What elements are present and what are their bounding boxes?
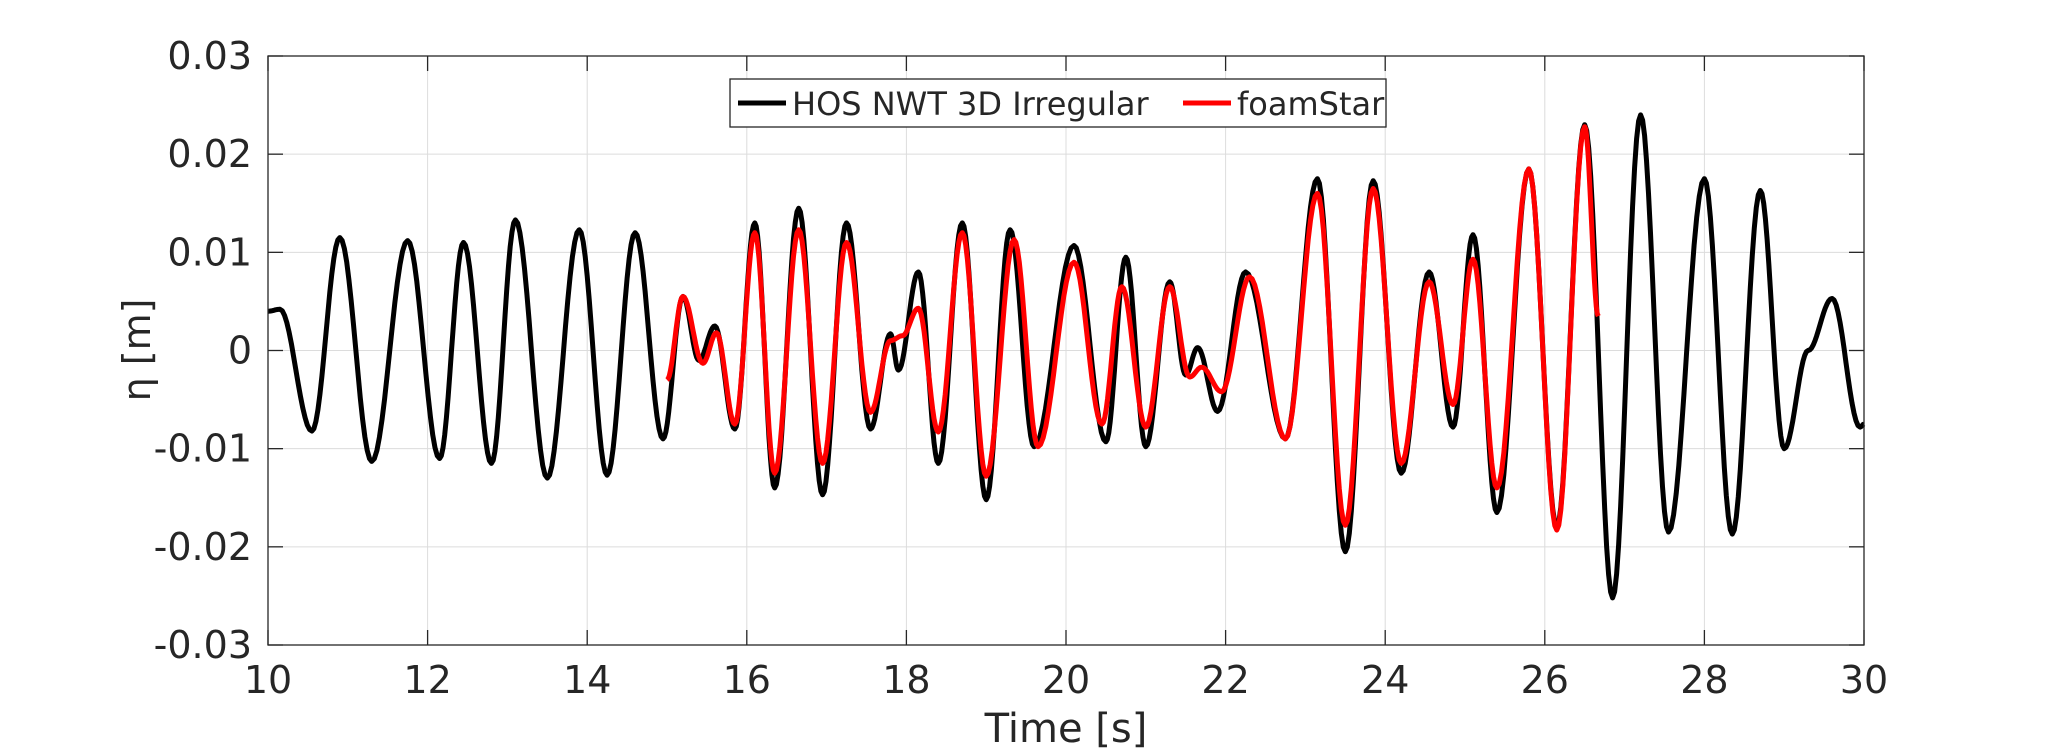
x-tick-label: 22: [1201, 658, 1249, 702]
y-axis-label: η [m]: [115, 299, 159, 402]
x-tick-label: 12: [403, 658, 451, 702]
legend-label-foamstar: foamStar: [1237, 85, 1385, 123]
legend-label-hos: HOS NWT 3D Irregular: [792, 85, 1149, 123]
x-tick-label: 20: [1042, 658, 1090, 702]
legend-box: [729, 78, 1387, 128]
y-tick-label: -0.02: [154, 525, 252, 569]
legend: HOS NWT 3D Irregular foamStar: [729, 78, 1387, 128]
y-tick-label: 0: [228, 329, 252, 373]
x-axis-label: Time [s]: [984, 706, 1148, 752]
x-tick-label: 28: [1680, 658, 1728, 702]
x-tick-label: 18: [882, 658, 930, 702]
x-tick-label: 16: [723, 658, 771, 702]
x-tick-label: 24: [1361, 658, 1409, 702]
y-tick-labels: -0.03 -0.02 -0.01 0 0.01 0.02 0.03: [154, 34, 252, 667]
y-tick-label: 0.03: [167, 34, 252, 78]
y-tick-label: 0.01: [167, 230, 252, 274]
x-tick-labels: 10 12 14 16 18 20 22 24 26 28 30: [244, 658, 1888, 702]
y-tick-label: -0.03: [154, 623, 252, 667]
y-tick-label: 0.02: [167, 132, 252, 176]
series-lines: [266, 112, 1867, 601]
x-tick-label: 14: [563, 658, 611, 702]
y-tick-label: -0.01: [154, 427, 252, 471]
series-line-foamstar: [665, 124, 1601, 533]
x-tick-label: 30: [1840, 658, 1888, 702]
x-tick-label: 10: [244, 658, 292, 702]
x-tick-label: 26: [1521, 658, 1569, 702]
axes-box: [267, 55, 1865, 646]
